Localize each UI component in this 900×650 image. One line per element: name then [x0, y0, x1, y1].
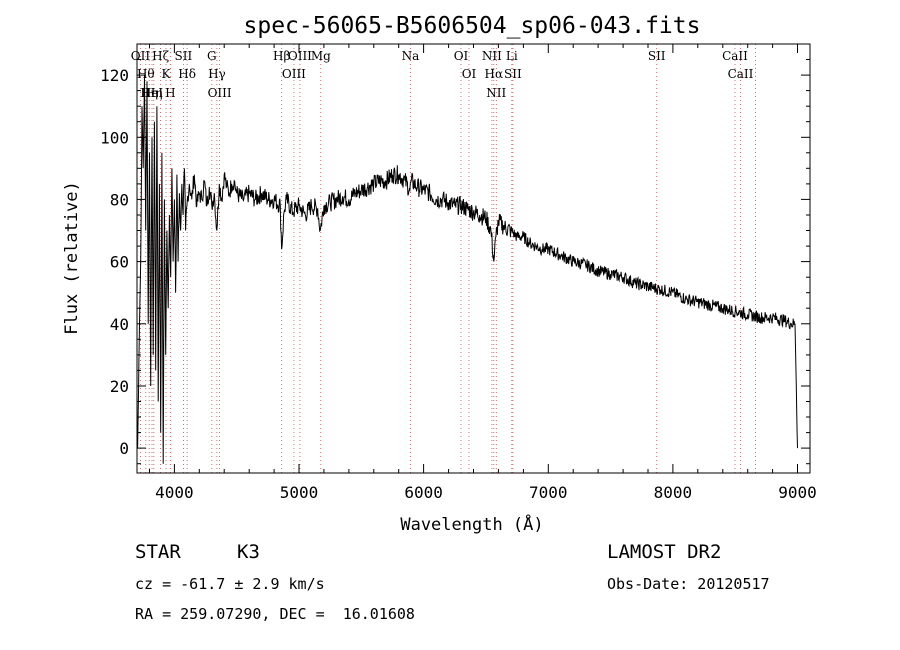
coordinates: RA = 259.07290, DEC = 16.01608	[135, 605, 415, 623]
line-marker-label: Hα	[485, 67, 504, 81]
line-marker-label: SII	[504, 67, 522, 81]
line-marker-label: H	[165, 86, 175, 100]
y-tick-label: 0	[119, 439, 129, 458]
line-marker-label: K	[162, 67, 172, 81]
line-marker-label: OI	[462, 67, 477, 81]
line-marker-label: SII	[175, 49, 193, 63]
line-marker-label: NII	[482, 49, 502, 63]
x-tick-label: 6000	[404, 483, 443, 502]
x-tick-label: 4000	[155, 483, 194, 502]
x-tick-label: 9000	[778, 483, 817, 502]
line-marker-label: Hη	[145, 86, 163, 100]
x-tick-label: 5000	[280, 483, 319, 502]
y-tick-label: 60	[110, 253, 129, 272]
spectrum-line	[137, 75, 798, 464]
line-marker-label: OI	[454, 49, 469, 63]
axes: 4000 5000 6000 7000 8000 9000 0 20 40 60 80 100 120	[100, 43, 817, 502]
line-marker-label: OII	[131, 49, 151, 63]
object-class: STAR	[135, 541, 181, 563]
line-marker-label: Li	[506, 49, 518, 63]
y-tick-label: 100	[100, 128, 129, 147]
y-tick-label: 40	[110, 315, 129, 334]
line-marker-label: Hγ	[208, 67, 226, 81]
line-marker-label: SII	[648, 49, 666, 63]
x-axis-label: Wavelength (Å)	[400, 513, 543, 535]
spectral-line-markers	[139, 44, 756, 473]
x-tick-label: 8000	[654, 483, 693, 502]
line-marker-label: NII	[486, 86, 506, 100]
spectral-line-labels: OIIHθHηHeIHηHζKHSIIHδGHγOIIIHβOIIIOIIIMg…	[131, 49, 754, 100]
observation-date: Obs-Date: 20120517	[607, 575, 770, 593]
survey-name: LAMOST DR2	[607, 541, 722, 563]
plot-frame	[136, 43, 811, 474]
y-axis-label: Flux (relative)	[62, 181, 82, 335]
spectrum-series	[137, 75, 798, 464]
line-marker-label: OIII	[282, 67, 306, 81]
line-marker-label: Hθ	[137, 67, 155, 81]
line-marker-label: Na	[402, 49, 420, 63]
line-marker-label: Hδ	[178, 67, 196, 81]
line-marker-label: Hζ	[152, 49, 169, 63]
spectral-subclass: K3	[237, 541, 260, 563]
line-marker-label: CaII	[722, 49, 748, 63]
y-tick-label: 20	[110, 377, 129, 396]
line-marker-label: G	[207, 49, 217, 63]
chart-title: spec-56065-B5606504_sp06-043.fits	[244, 13, 701, 39]
y-tick-label: 80	[110, 190, 129, 209]
line-marker-label: Mg	[311, 49, 331, 63]
x-tick-label: 7000	[529, 483, 568, 502]
line-marker-label: OIII	[288, 49, 312, 63]
line-marker-label: Hβ	[273, 49, 290, 63]
y-tick-label: 120	[100, 66, 129, 85]
line-marker-label: OIII	[208, 86, 232, 100]
line-marker-label: CaII	[728, 67, 754, 81]
redshift-cz: cz = -61.7 ± 2.9 km/s	[135, 575, 325, 593]
